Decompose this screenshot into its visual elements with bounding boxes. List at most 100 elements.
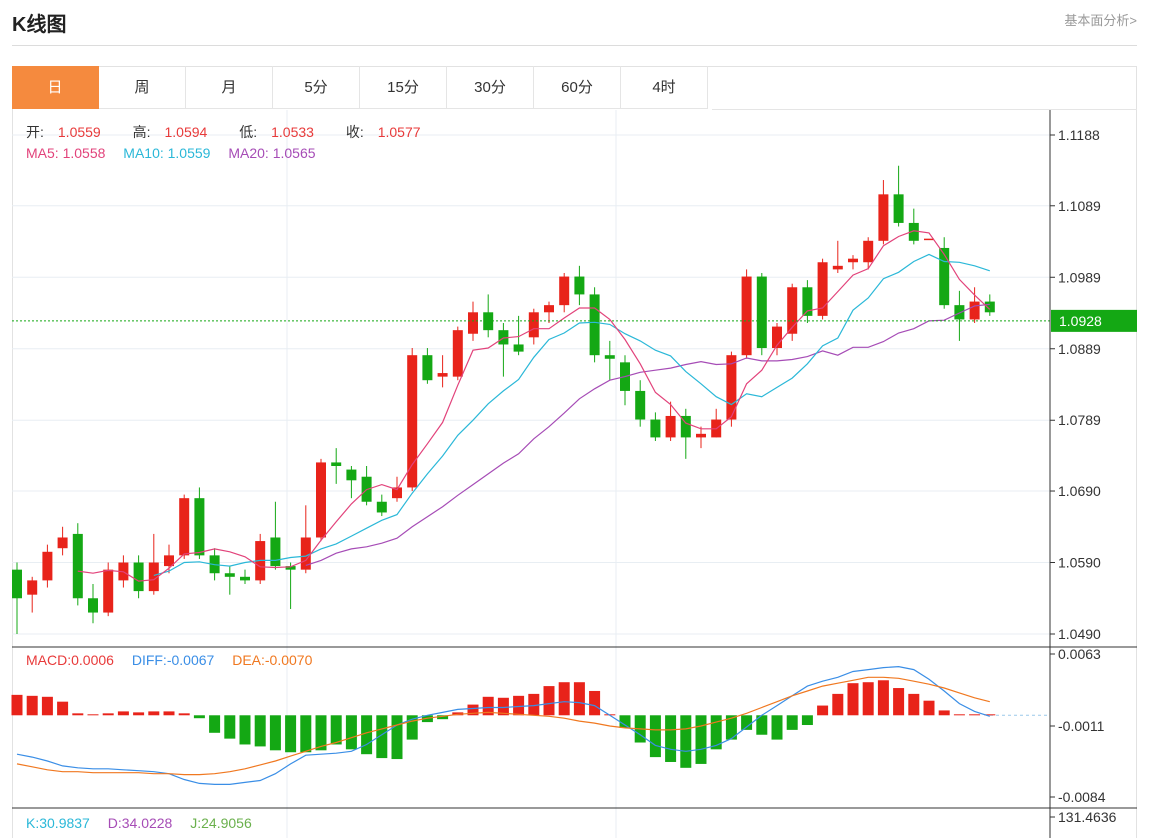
macd-bar — [437, 715, 449, 720]
price-tick-label: 1.0889 — [1058, 341, 1101, 357]
candle-body — [103, 569, 114, 613]
candle-body — [194, 498, 205, 556]
macd-tick-label: -0.0084 — [1058, 789, 1106, 805]
dea-legend-value: DEA:-0.0070 — [232, 652, 313, 668]
macd-bar — [801, 715, 813, 726]
macd-bar — [847, 683, 859, 716]
macd-bar — [953, 714, 965, 716]
tab-day[interactable]: 日 — [12, 66, 99, 109]
tab-month[interactable]: 月 — [186, 66, 273, 109]
macd-bar — [87, 714, 99, 716]
candle-body — [984, 301, 995, 313]
close-value: 1.0577 — [377, 124, 421, 140]
candles — [12, 165, 995, 634]
price-tick-label: 1.1089 — [1058, 198, 1101, 214]
candle-body — [72, 533, 83, 599]
chart-frame — [12, 66, 1137, 838]
ma5-line — [77, 230, 991, 582]
candle-body — [42, 551, 53, 581]
price-tick-label: 1.0690 — [1058, 483, 1101, 499]
price-tick-label: 1.0989 — [1058, 269, 1101, 285]
diff-legend-value: DIFF:-0.0067 — [131, 652, 215, 668]
candle-body — [148, 562, 159, 592]
macd-bar — [619, 715, 631, 728]
tab-5min[interactable]: 5分 — [273, 66, 360, 109]
macd-bar — [589, 690, 601, 716]
macd-bar — [254, 715, 266, 747]
dea-line — [16, 676, 990, 776]
macd-bar — [665, 715, 677, 762]
ma-legend: MA5: 1.0558 MA10: 1.0559 MA20: 1.0565 — [26, 145, 330, 161]
candle-body — [604, 355, 615, 359]
macd-bar — [361, 715, 373, 755]
macd-tick-label: -0.0011 — [1058, 718, 1105, 734]
candle-body — [802, 287, 813, 316]
macd-bar — [26, 695, 38, 716]
candle-body — [756, 276, 767, 349]
macd-bar — [391, 715, 403, 760]
macd-bar — [908, 693, 920, 716]
candle-body — [665, 415, 676, 438]
candle-body — [513, 344, 524, 352]
fundamental-analysis-link[interactable]: 基本面分析> — [1064, 13, 1137, 28]
macd-bar — [558, 682, 570, 716]
ma20-legend: MA20: 1.0565 — [228, 145, 316, 161]
ma-lines — [77, 230, 991, 582]
candle-body — [346, 469, 357, 481]
candle-body — [787, 287, 798, 334]
macd-bar — [482, 696, 494, 716]
macd-bar — [330, 715, 342, 745]
macd-legend-value: MACD:0.0006 — [26, 652, 114, 668]
tab-15min[interactable]: 15分 — [360, 66, 447, 109]
candle-body — [589, 294, 600, 356]
candle-body — [179, 498, 190, 556]
macd-bar — [938, 710, 950, 716]
candle-body — [285, 566, 296, 570]
tab-60min[interactable]: 60分 — [534, 66, 621, 109]
candle-body — [12, 569, 22, 599]
candle-body — [741, 276, 752, 356]
candle-body — [270, 537, 281, 567]
macd-bar — [893, 688, 905, 716]
kdj-k-value: K:30.9837 — [26, 815, 90, 831]
axes: 1.0928 1.1188 1.1089 1.0989 1.0889 1.0789 1.06… — [12, 110, 1137, 838]
tab-4hour[interactable]: 4时 — [621, 66, 708, 109]
macd-bar — [862, 682, 874, 716]
open-value: 1.0559 — [57, 124, 101, 140]
macd-bar — [209, 715, 221, 733]
price-tick-label: 1.1188 — [1058, 127, 1100, 143]
candle-body — [848, 258, 858, 263]
macd-bar — [741, 715, 753, 730]
macd-bar — [877, 680, 889, 716]
title-divider — [12, 45, 1137, 46]
macd-bar — [786, 715, 798, 730]
candle-body — [908, 222, 919, 241]
candle-body — [27, 580, 38, 595]
high-label: 高: — [132, 124, 151, 140]
candle-body — [574, 276, 585, 295]
macd-bar — [193, 715, 205, 719]
macd-bar — [513, 695, 525, 716]
candle-body — [57, 537, 68, 549]
candle-body — [133, 562, 144, 592]
candle-body — [452, 330, 463, 377]
macd-bar — [224, 715, 236, 739]
macd-bar — [467, 704, 479, 716]
macd-bar — [148, 711, 160, 716]
macd-bar — [239, 715, 251, 745]
tabs-divider — [712, 109, 1137, 110]
macd-bar — [817, 705, 829, 716]
last-price-label: 1.0928 — [1059, 313, 1102, 329]
ma5-legend: MA5: 1.0558 — [26, 145, 106, 161]
tab-week[interactable]: 周 — [99, 66, 186, 109]
macd-bar — [497, 697, 509, 716]
macd-bar — [163, 711, 175, 716]
macd-bar — [406, 715, 418, 740]
candle-body — [528, 312, 539, 338]
candle-body — [878, 194, 889, 241]
period-tabs: 日 周 月 5分 15分 30分 60分 4时 — [12, 66, 708, 110]
candle-body — [939, 247, 950, 306]
tab-30min[interactable]: 30分 — [447, 66, 534, 109]
high-value: 1.0594 — [164, 124, 208, 140]
macd-bar — [528, 693, 540, 716]
